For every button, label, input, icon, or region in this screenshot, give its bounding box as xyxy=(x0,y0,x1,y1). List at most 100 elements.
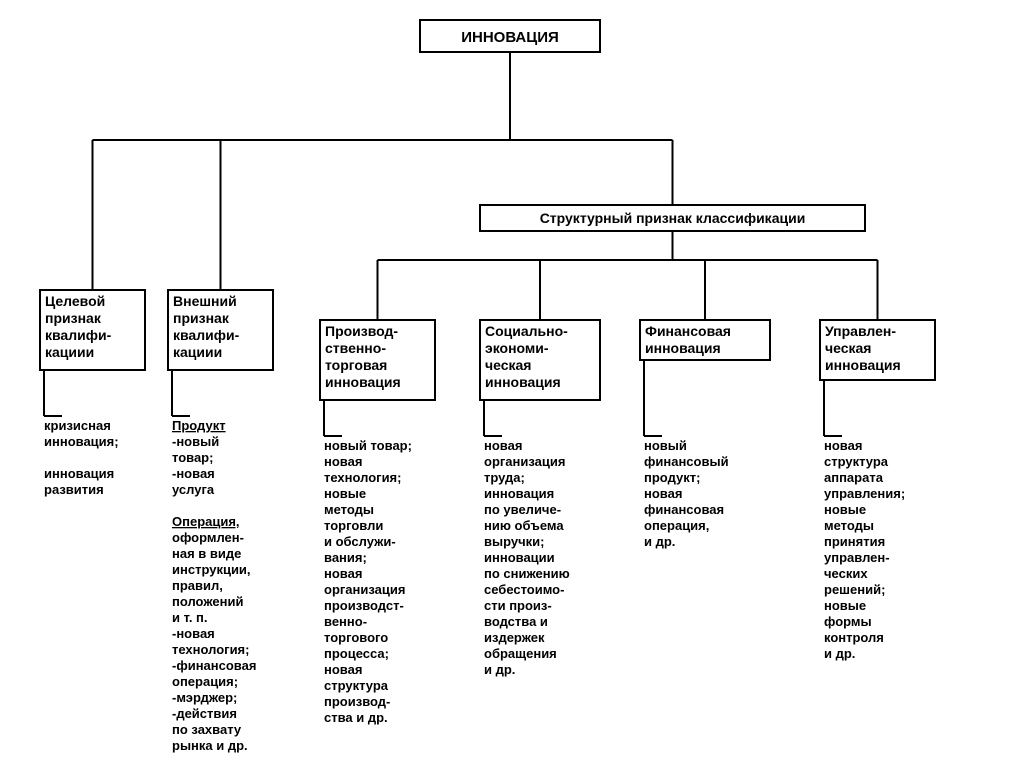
svg-text:издержек: издержек xyxy=(484,630,545,645)
svg-text:ческая: ческая xyxy=(825,340,871,356)
svg-text:по снижению: по снижению xyxy=(484,566,570,581)
svg-text:Внешний: Внешний xyxy=(173,293,237,309)
svg-text:производст-: производст- xyxy=(324,598,404,613)
svg-text:новая: новая xyxy=(484,438,522,453)
svg-text:и обслужи-: и обслужи- xyxy=(324,534,396,549)
svg-text:аппарата: аппарата xyxy=(824,470,884,485)
svg-text:оформлен-: оформлен- xyxy=(172,530,244,545)
svg-text:управлен-: управлен- xyxy=(824,550,890,565)
svg-text:признак: признак xyxy=(173,310,230,326)
svg-text:по увеличе-: по увеличе- xyxy=(484,502,561,517)
svg-text:ИННОВАЦИЯ: ИННОВАЦИЯ xyxy=(461,29,559,46)
svg-text:-новая: -новая xyxy=(172,626,215,641)
svg-text:ная в виде: ная в виде xyxy=(172,546,241,561)
svg-text:контроля: контроля xyxy=(824,630,884,645)
svg-text:ства и др.: ства и др. xyxy=(324,710,388,725)
svg-text:-новый: -новый xyxy=(172,434,219,449)
svg-text:принятия: принятия xyxy=(824,534,885,549)
svg-text:ческих: ческих xyxy=(824,566,868,581)
svg-text:труда;: труда; xyxy=(484,470,525,485)
svg-text:управления;: управления; xyxy=(824,486,905,501)
svg-text:новая: новая xyxy=(324,454,362,469)
svg-text:экономи-: экономи- xyxy=(485,340,549,356)
svg-text:ческая: ческая xyxy=(485,357,531,373)
svg-text:инновация: инновация xyxy=(825,357,901,373)
svg-text:Управлен-: Управлен- xyxy=(825,323,896,339)
svg-text:-действия: -действия xyxy=(172,706,237,721)
innovation-tree-diagram: ИННОВАЦИЯ Структурный признак классификац… xyxy=(10,10,1014,757)
svg-text:операция,: операция, xyxy=(644,518,709,533)
svg-text:новые: новые xyxy=(824,502,866,517)
svg-text:методы: методы xyxy=(324,502,374,517)
svg-text:формы: формы xyxy=(824,614,872,629)
svg-text:инновация: инновация xyxy=(485,374,561,390)
svg-text:решений;: решений; xyxy=(824,582,885,597)
svg-text:производ-: производ- xyxy=(324,694,390,709)
svg-text:и др.: и др. xyxy=(644,534,675,549)
svg-text:инновации: инновации xyxy=(484,550,555,565)
svg-text:продукт;: продукт; xyxy=(644,470,700,485)
svg-text:новые: новые xyxy=(824,598,866,613)
svg-text:обращения: обращения xyxy=(484,646,557,661)
svg-text:Финансовая: Финансовая xyxy=(645,323,731,339)
svg-text:новая: новая xyxy=(324,662,362,677)
svg-text:вания;: вания; xyxy=(324,550,367,565)
svg-text:Производ-: Производ- xyxy=(325,323,398,339)
svg-text:инновация: инновация xyxy=(44,466,114,481)
svg-text:рынка и др.: рынка и др. xyxy=(172,738,248,753)
svg-text:выручки;: выручки; xyxy=(484,534,544,549)
svg-text:инновация;: инновация; xyxy=(44,434,119,449)
svg-text:кризисная: кризисная xyxy=(44,418,111,433)
svg-text:Структурный признак классифика: Структурный признак классификации xyxy=(540,210,806,226)
svg-text:-финансовая: -финансовая xyxy=(172,658,256,673)
svg-text:водства и: водства и xyxy=(484,614,548,629)
svg-text:процесса;: процесса; xyxy=(324,646,389,661)
svg-text:инновация: инновация xyxy=(325,374,401,390)
svg-text:структура: структура xyxy=(824,454,889,469)
svg-text:технология;: технология; xyxy=(172,642,249,657)
svg-text:торговая: торговая xyxy=(325,357,387,373)
svg-text:венно-: венно- xyxy=(324,614,367,629)
svg-text:новая: новая xyxy=(824,438,862,453)
svg-text:Операция,: Операция, xyxy=(172,514,240,529)
svg-text:финансовая: финансовая xyxy=(644,502,724,517)
svg-text:квалифи-: квалифи- xyxy=(173,327,240,343)
svg-text:новая: новая xyxy=(324,566,362,581)
svg-text:новый товар;: новый товар; xyxy=(324,438,412,453)
svg-text:инновация: инновация xyxy=(484,486,554,501)
svg-text:признак: признак xyxy=(45,310,102,326)
svg-text:развития: развития xyxy=(44,482,104,497)
svg-text:услуга: услуга xyxy=(172,482,215,497)
svg-text:-новая: -новая xyxy=(172,466,215,481)
svg-text:ственно-: ственно- xyxy=(325,340,386,356)
svg-text:Социально-: Социально- xyxy=(485,323,568,339)
svg-text:по захвату: по захвату xyxy=(172,722,242,737)
svg-text:новые: новые xyxy=(324,486,366,501)
svg-text:новая: новая xyxy=(644,486,682,501)
svg-text:Продукт: Продукт xyxy=(172,418,226,433)
svg-text:кациии: кациии xyxy=(45,344,94,360)
svg-text:методы: методы xyxy=(824,518,874,533)
svg-text:структура: структура xyxy=(324,678,389,693)
svg-text:и др.: и др. xyxy=(824,646,855,661)
svg-text:торгового: торгового xyxy=(324,630,388,645)
svg-text:операция;: операция; xyxy=(172,674,238,689)
svg-text:инструкции,: инструкции, xyxy=(172,562,251,577)
svg-text:финансовый: финансовый xyxy=(644,454,729,469)
svg-text:-мэрджер;: -мэрджер; xyxy=(172,690,237,705)
svg-text:технология;: технология; xyxy=(324,470,401,485)
svg-text:организация: организация xyxy=(324,582,405,597)
svg-text:сти произ-: сти произ- xyxy=(484,598,552,613)
svg-text:себестоимо-: себестоимо- xyxy=(484,582,564,597)
svg-text:инновация: инновация xyxy=(645,340,721,356)
svg-text:квалифи-: квалифи- xyxy=(45,327,112,343)
svg-text:организация: организация xyxy=(484,454,565,469)
svg-text:и др.: и др. xyxy=(484,662,515,677)
svg-text:правил,: правил, xyxy=(172,578,223,593)
svg-text:торговли: торговли xyxy=(324,518,383,533)
svg-text:кациии: кациии xyxy=(173,344,222,360)
svg-text:Целевой: Целевой xyxy=(45,293,105,309)
svg-text:товар;: товар; xyxy=(172,450,213,465)
svg-text:нию объема: нию объема xyxy=(484,518,564,533)
svg-text:новый: новый xyxy=(644,438,687,453)
